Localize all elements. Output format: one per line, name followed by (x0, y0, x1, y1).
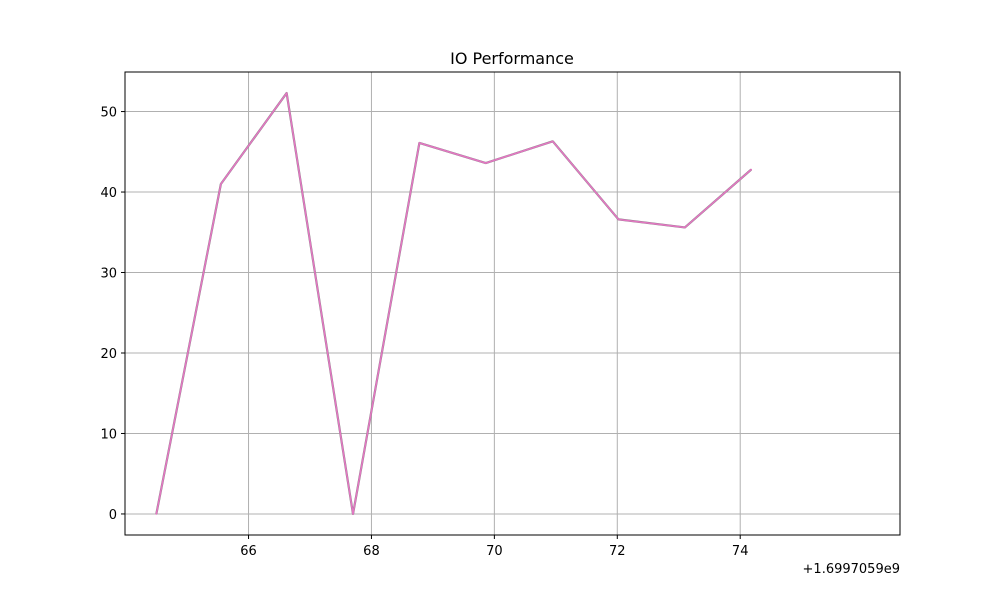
x-tick-label: 74 (732, 544, 749, 559)
data-point (484, 162, 487, 164)
x-axis-ticks: 66 68 70 72 74 (240, 535, 748, 559)
x-tick-label: 68 (363, 544, 380, 559)
data-point (352, 513, 354, 515)
data-point (285, 92, 288, 94)
x-tick-label: 66 (240, 544, 257, 559)
series-layer (155, 91, 753, 516)
y-tick-label: 0 (109, 508, 117, 523)
x-axis-offset-label: +1.6997059e9 (803, 562, 900, 577)
data-point (617, 218, 620, 221)
axes-frame (124, 71, 901, 536)
chart-title: IO Performance (450, 49, 574, 68)
series-line-shadow (155, 91, 752, 516)
x-tick-label: 70 (486, 544, 503, 559)
y-tick-label: 50 (100, 106, 117, 121)
data-point (684, 226, 686, 229)
y-tick-label: 20 (100, 347, 117, 362)
y-axis-ticks: 0 10 20 30 40 50 (100, 106, 125, 523)
grid-lines (125, 72, 900, 535)
data-point (418, 142, 421, 144)
data-point (551, 140, 554, 143)
data-point (220, 183, 222, 185)
y-tick-label: 30 (100, 267, 117, 282)
y-tick-label: 10 (100, 427, 117, 442)
data-point (155, 513, 158, 515)
series-line (155, 92, 752, 515)
x-tick-label: 72 (609, 544, 626, 559)
data-point (750, 168, 753, 171)
y-tick-label: 40 (100, 186, 117, 201)
